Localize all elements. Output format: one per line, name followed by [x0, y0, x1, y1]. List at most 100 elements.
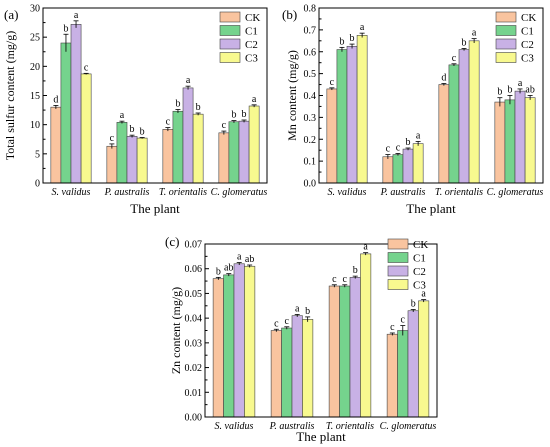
legend-swatch-c2	[387, 265, 409, 277]
significance-letter: a	[252, 94, 257, 105]
bar-c3	[418, 300, 430, 418]
bar-c1	[339, 285, 351, 418]
bar-c1	[504, 99, 516, 184]
bar-c3	[356, 35, 368, 184]
y-tick-label: 5	[35, 149, 40, 160]
y-tick-label: 0.04	[185, 314, 203, 325]
bar-c2	[402, 148, 414, 184]
legend-swatch-c1	[495, 25, 517, 36]
bar-c2	[514, 90, 526, 184]
significance-letter: b	[497, 87, 502, 98]
y-tick-label: 15	[30, 91, 40, 102]
significance-letter: a	[472, 28, 477, 39]
significance-letter: b	[406, 137, 411, 148]
significance-letter: b	[130, 124, 135, 135]
y-tick-label: 0.01	[185, 388, 203, 399]
bar-c3	[248, 105, 260, 184]
x-tick-label: S. validus	[52, 187, 91, 198]
legend-label: CK	[413, 239, 428, 251]
bar-c1	[336, 49, 348, 184]
bar-c3	[524, 97, 536, 184]
x-tick-label: T. orientalis	[159, 187, 207, 198]
bar-ck	[328, 285, 340, 418]
significance-letter: b	[175, 99, 180, 110]
x-tick-label: S. validus	[215, 421, 254, 432]
legend-label: C2	[245, 39, 258, 51]
panel-label: (c)	[165, 234, 179, 249]
legend-label: C2	[521, 39, 534, 51]
legend-label: C1	[521, 26, 534, 38]
x-tick-label: P. australis	[104, 187, 150, 198]
significance-letter: a	[186, 75, 191, 86]
y-tick-label: 0.8	[304, 4, 317, 15]
significance-letter: b	[339, 36, 344, 47]
y-tick-label: 20	[30, 62, 40, 73]
significance-letter: d	[53, 94, 58, 105]
legend-swatch-ck	[495, 11, 517, 23]
panel-a: (a) 0 5 10 15 20 25 30 Total sulfur content (mg/…	[3, 4, 268, 216]
y-tick-label: 25	[30, 33, 40, 44]
legend-label: C1	[413, 253, 426, 265]
y-tick-label: 0.0	[304, 179, 317, 190]
significance-letter: c	[396, 142, 401, 153]
bar-c3	[360, 253, 372, 418]
significance-letter: a	[363, 242, 368, 253]
legend-swatch-c2	[495, 38, 517, 50]
legend-swatch-c3	[495, 52, 517, 63]
y-tick-label: 0.03	[185, 338, 203, 349]
bar-c1	[281, 327, 293, 418]
bar-c1	[397, 330, 409, 418]
legend-label: C2	[413, 266, 426, 278]
x-tick-label: P. australis	[269, 421, 315, 432]
bar-ck	[212, 278, 224, 418]
legend-swatch-c3	[387, 279, 409, 290]
bar-c1	[223, 274, 235, 418]
plot-frame	[318, 7, 544, 184]
significance-letter: a	[120, 110, 125, 121]
x-tick-label: T. orientalis	[435, 187, 483, 198]
bar-c2	[346, 45, 358, 184]
bar-c3	[468, 40, 480, 184]
y-tick-label: 0.6	[304, 47, 317, 58]
significance-letter: b	[231, 110, 236, 121]
y-tick-label: 0.06	[185, 264, 203, 275]
y-tick-label: 0.5	[304, 69, 317, 80]
bar-ck	[438, 84, 450, 184]
panel-label: (b)	[282, 7, 297, 22]
significance-letter: a	[518, 78, 523, 89]
bar-c1	[448, 64, 460, 184]
x-axis-label: The plant	[130, 201, 180, 216]
bar-c1	[392, 154, 404, 184]
plot-frame	[42, 7, 268, 184]
bar-c2	[291, 315, 303, 418]
significance-letter: c	[401, 315, 406, 326]
x-tick-label: C. glomeratus	[380, 421, 437, 432]
y-tick-label: 0.2	[304, 135, 317, 146]
bar-c3	[80, 73, 92, 184]
significance-letter: b	[140, 127, 145, 138]
x-axis-label: The plant	[296, 429, 346, 444]
bar-c2	[458, 49, 470, 184]
significance-letter: b	[242, 109, 247, 120]
x-tick-label: P. australis	[380, 187, 426, 198]
significance-letter: ab	[224, 263, 233, 274]
y-tick-label: 10	[30, 120, 40, 131]
significance-letter: c	[452, 53, 457, 64]
legend-swatch-c1	[219, 25, 241, 36]
bar-c1	[116, 122, 128, 184]
legend-label: CK	[521, 12, 536, 24]
panel-label: (a)	[4, 7, 18, 22]
legend-swatch-c3	[219, 52, 241, 63]
bar-ck	[270, 330, 282, 418]
legend-label: C1	[245, 26, 258, 38]
y-tick-label: 0.1	[304, 157, 317, 168]
bar-c3	[412, 143, 424, 184]
bar-ck	[494, 101, 506, 184]
y-tick-label: 0.07	[185, 240, 203, 251]
bar-c3	[136, 137, 148, 184]
x-tick-label: S. validus	[328, 187, 367, 198]
significance-letter: b	[196, 102, 201, 113]
significance-letter: b	[63, 23, 68, 34]
bar-ck	[106, 145, 118, 184]
